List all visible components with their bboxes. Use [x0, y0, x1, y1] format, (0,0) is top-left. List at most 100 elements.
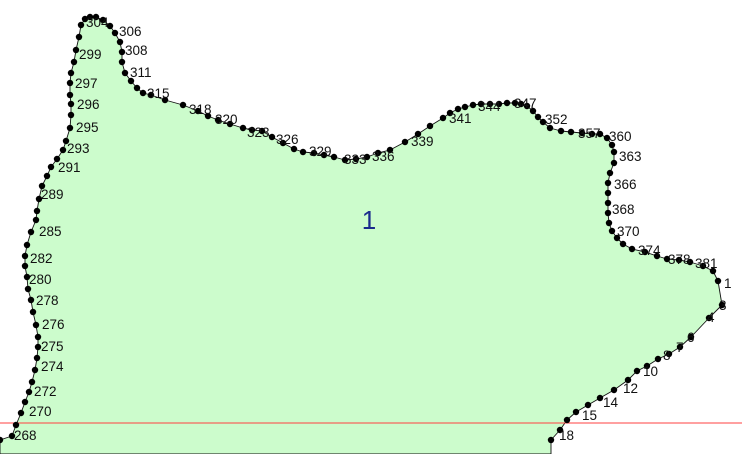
vertex-label-333: 333 [344, 152, 367, 167]
vertex-label-18: 18 [559, 428, 574, 443]
vertex-point [523, 102, 531, 110]
vertex-point [75, 33, 83, 41]
vertex-point [363, 153, 371, 161]
vertex-point [86, 13, 94, 21]
vertex-label-270: 270 [29, 404, 52, 419]
vertex-label-280: 280 [29, 272, 52, 287]
vertex-point [641, 248, 649, 256]
vertex-point [439, 114, 447, 122]
vertex-point [43, 172, 51, 180]
vertex-label-352: 352 [545, 112, 568, 127]
vertex-label-360: 360 [609, 129, 632, 144]
vertex-point [28, 378, 36, 386]
vertex-point [17, 409, 25, 417]
vertex-point [604, 189, 612, 197]
vertex-label-336: 336 [372, 149, 395, 164]
vertex-point [665, 350, 673, 358]
vertex-point [21, 398, 29, 406]
vertex-point [699, 262, 707, 270]
vertex-label-357: 357 [578, 126, 601, 141]
vertex-point [67, 69, 75, 77]
vertex-point [121, 69, 129, 77]
vertex-point [66, 79, 74, 87]
vertex-label-7: 7 [676, 340, 684, 355]
vertex-point [310, 149, 318, 157]
vertex-point [330, 153, 338, 161]
vertex-point [610, 386, 618, 394]
vertex-label-299: 299 [79, 47, 102, 62]
vertex-label-378: 378 [668, 252, 691, 267]
vertex-point [226, 120, 234, 128]
vertex-label-320: 320 [215, 112, 238, 127]
vertex-point [66, 91, 74, 99]
vertex-point [633, 367, 641, 375]
vertex-point [248, 126, 256, 134]
vertex-point [653, 252, 661, 260]
vertex-point [290, 145, 298, 153]
vertex-point [99, 16, 107, 24]
vertex-point [676, 343, 684, 351]
vertex-point [461, 103, 469, 111]
vertex-point [35, 195, 43, 203]
vertex-label-15: 15 [582, 408, 597, 423]
vertex-point [547, 436, 555, 444]
vertex-point [21, 252, 29, 260]
region-label: 1 [362, 205, 376, 235]
vertex-label-282: 282 [30, 251, 53, 266]
vertex-point [59, 146, 67, 154]
vertex-label-276: 276 [42, 317, 65, 332]
vertex-point [34, 333, 42, 341]
vertex-point [517, 100, 525, 108]
vertex-point [477, 100, 485, 108]
vertex-point [111, 29, 119, 37]
vertex-label-341: 341 [449, 111, 472, 126]
vertex-point [414, 130, 422, 138]
vertex-label-381: 381 [695, 256, 718, 271]
vertex-point [194, 107, 202, 115]
vertex-label-4: 4 [707, 310, 715, 325]
vertex-label-14: 14 [603, 395, 619, 410]
vertex-point [27, 296, 35, 304]
vertex-label-291: 291 [58, 160, 81, 175]
vertex-point [605, 219, 613, 227]
vertex-point [401, 138, 409, 146]
vertex-point [33, 207, 41, 215]
vertex-point [53, 155, 61, 163]
vertex-label-347: 347 [514, 96, 537, 111]
vertex-point [239, 124, 247, 132]
vertex-label-268: 268 [14, 428, 37, 443]
vertex-point [32, 216, 40, 224]
vertex-point [320, 151, 328, 159]
vertex-label-274: 274 [41, 359, 64, 374]
vertex-point [610, 159, 618, 167]
vertex-point [596, 394, 604, 402]
vertex-point [214, 116, 222, 124]
vertex-point [572, 408, 580, 416]
vertex-label-363: 363 [619, 149, 642, 164]
vertex-point [8, 432, 16, 440]
vertex-label-368: 368 [612, 202, 635, 217]
vertex-point [32, 321, 40, 329]
vertex-point [341, 156, 349, 164]
vertex-point [34, 343, 42, 351]
vertex-point [161, 96, 169, 104]
vertex-point [596, 130, 604, 138]
vertex-point [619, 240, 627, 248]
vertex-label-293: 293 [67, 141, 90, 156]
vertex-label-323: 323 [247, 125, 270, 140]
vertex-point [106, 22, 114, 30]
vertex-label-278: 278 [36, 293, 59, 308]
vertex-point [534, 113, 542, 121]
vertex-point [12, 421, 20, 429]
vertex-point [604, 209, 612, 217]
vertex-point [613, 234, 621, 242]
vertex-label-366: 366 [614, 177, 637, 192]
vertex-point [578, 129, 586, 137]
vertex-point [374, 149, 382, 157]
vertex-label-374: 374 [638, 243, 661, 258]
vertex-point [70, 58, 78, 66]
vertex-point [62, 137, 70, 145]
vertex-point [604, 199, 612, 207]
vertex-point [21, 262, 29, 270]
vertex-label-344: 344 [478, 99, 501, 114]
